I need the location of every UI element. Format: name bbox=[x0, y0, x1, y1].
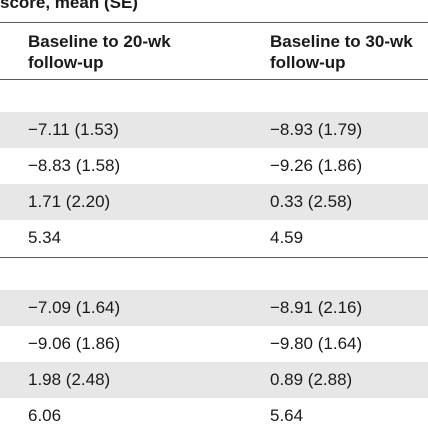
table-header-partial: score, mean (SE) bbox=[0, 0, 428, 22]
header-partial-text: score, mean (SE) bbox=[0, 0, 138, 12]
cell-30wk: 0.33 (2.58) bbox=[270, 192, 353, 211]
column-header-30wk: Baseline to 30-wk follow-up bbox=[270, 32, 413, 72]
section-1-label-row bbox=[0, 80, 428, 112]
column-header-20wk: Baseline to 20-wk follow-up bbox=[28, 32, 171, 72]
cell-30wk: 0.89 (2.88) bbox=[270, 370, 353, 389]
cell-20wk: −9.06 (1.86) bbox=[28, 334, 121, 353]
header-rule-bottom bbox=[0, 79, 428, 80]
cell-30wk: −8.91 (2.16) bbox=[270, 298, 363, 317]
cell-20wk: 1.98 (2.48) bbox=[28, 370, 111, 389]
cell-20wk: 1.71 (2.20) bbox=[28, 192, 111, 211]
table-row: −7.09 (1.64) −8.91 (2.16) bbox=[0, 290, 428, 326]
table-row: 1.98 (2.48) 0.89 (2.88) bbox=[0, 362, 428, 398]
table-row: 6.06 5.64 bbox=[0, 398, 428, 428]
header-rule-top bbox=[0, 22, 428, 23]
section-2-label-row bbox=[0, 258, 428, 290]
cell-20wk: −7.11 (1.53) bbox=[28, 120, 119, 139]
cell-30wk: −8.93 (1.79) bbox=[270, 120, 363, 139]
table-row: −9.06 (1.86) −9.80 (1.64) bbox=[0, 326, 428, 362]
table-row: 5.34 4.59 bbox=[0, 220, 428, 256]
cell-20wk: 5.34 bbox=[28, 228, 62, 247]
table-row: 1.71 (2.20) 0.33 (2.58) bbox=[0, 184, 428, 220]
cell-30wk: 5.64 bbox=[270, 406, 304, 425]
cell-20wk: −7.09 (1.64) bbox=[28, 298, 121, 317]
table-row: −8.83 (1.58) −9.26 (1.86) bbox=[0, 148, 428, 184]
cell-30wk: −9.80 (1.64) bbox=[270, 334, 363, 353]
cell-30wk: −9.26 (1.86) bbox=[270, 156, 363, 175]
cell-20wk: 6.06 bbox=[28, 406, 62, 425]
section-divider bbox=[0, 257, 428, 258]
cell-20wk: −8.83 (1.58) bbox=[28, 156, 121, 175]
table-row: −7.11 (1.53) −8.93 (1.79) bbox=[0, 112, 428, 148]
cell-30wk: 4.59 bbox=[270, 228, 304, 247]
